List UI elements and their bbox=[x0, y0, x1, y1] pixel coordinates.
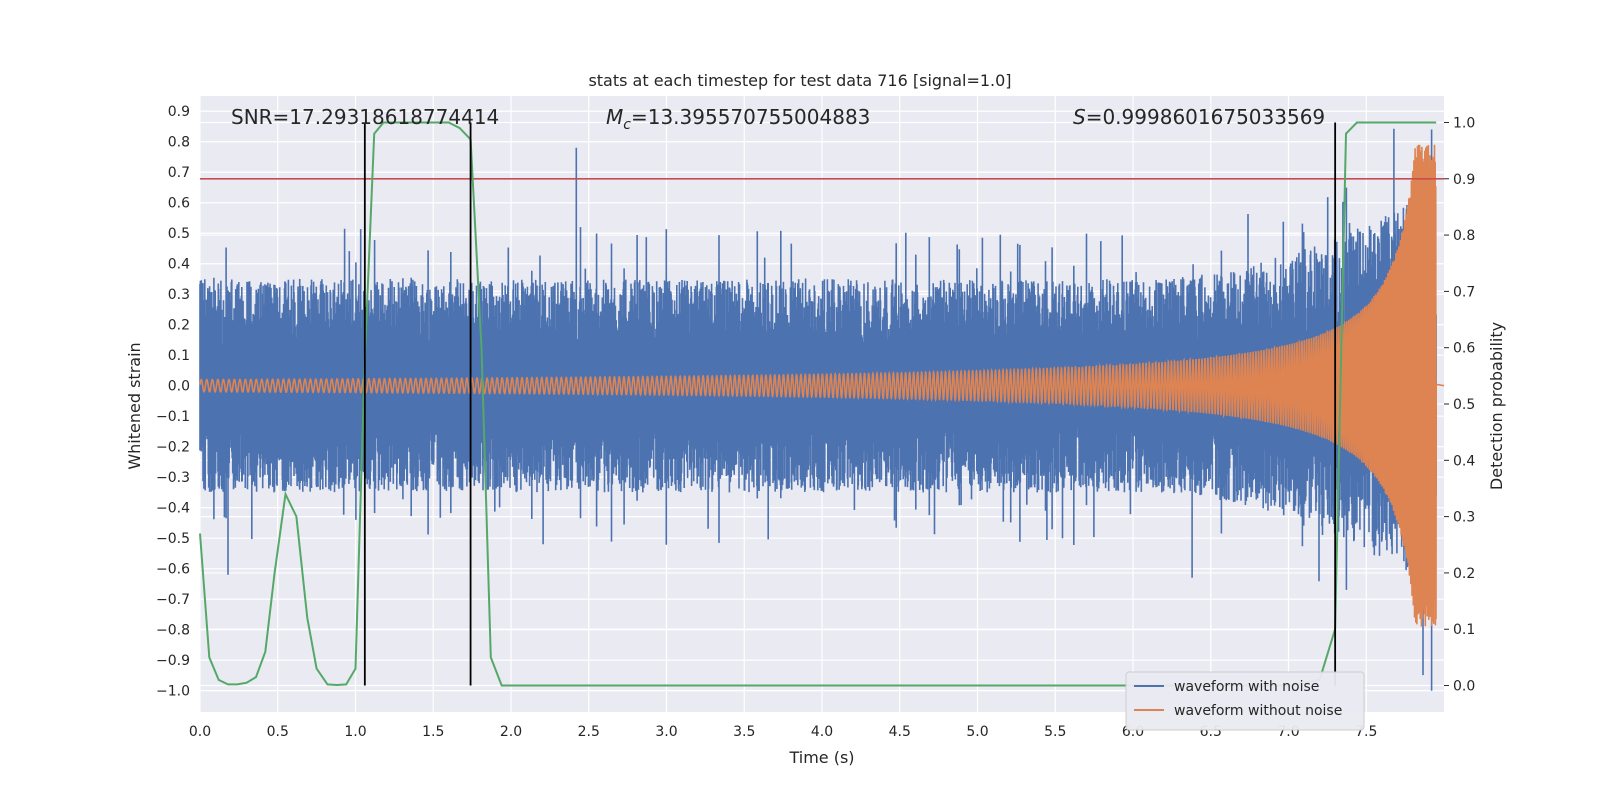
y-tick-label: 0.6 bbox=[168, 196, 190, 212]
x-tick-label: 3.0 bbox=[655, 724, 677, 740]
x-tick-label: 5.5 bbox=[1044, 724, 1066, 740]
y-tick-label: 0.4 bbox=[168, 257, 190, 273]
y-tick-label: −0.8 bbox=[156, 623, 190, 639]
y2-tick-label: 0.6 bbox=[1453, 341, 1475, 357]
x-tick-label: 4.0 bbox=[811, 724, 833, 740]
waveform-without-noise-line bbox=[199, 144, 1445, 627]
chirp-mass-value: =13.395570755004883 bbox=[631, 105, 870, 129]
score-symbol: S bbox=[1073, 105, 1086, 129]
score-value: =0.9998601675033569 bbox=[1086, 105, 1325, 129]
x-tick-label: 3.5 bbox=[733, 724, 755, 740]
x-tick-label: 2.5 bbox=[578, 724, 600, 740]
y-tick-label: 0.0 bbox=[168, 379, 190, 395]
legend-box bbox=[1125, 671, 1365, 731]
y2-tick-label: 0.3 bbox=[1453, 510, 1475, 526]
y-tick-label: −0.5 bbox=[156, 531, 190, 547]
x-axis-ticks: 0.0 0.5 1.0 1.5 2.0 2.5 3.0 3.5 4.0 4.5 5.0 5.5 6.0 6… bbox=[189, 724, 1378, 740]
y-tick-label: 0.2 bbox=[168, 318, 190, 334]
y2-tick-label: 0.5 bbox=[1453, 397, 1475, 413]
y-tick-label: −0.3 bbox=[156, 470, 190, 486]
legend: waveform with noise waveform without noi… bbox=[1125, 671, 1365, 731]
chirp-mass-annotation: Mc=13.395570755004883 bbox=[606, 105, 870, 133]
y2-tick-label: 1.0 bbox=[1453, 115, 1475, 131]
x-tick-label: 2.0 bbox=[500, 724, 522, 740]
series-waveform-without-noise bbox=[199, 144, 1445, 627]
chirp-mass-symbol: M bbox=[606, 105, 623, 129]
y-tick-label: 0.3 bbox=[168, 287, 190, 303]
y-tick-label: 0.7 bbox=[168, 165, 190, 181]
y2-tick-label: 0.4 bbox=[1453, 453, 1475, 469]
legend-label-noise: waveform with noise bbox=[1174, 679, 1319, 695]
x-tick-label: 0.0 bbox=[189, 724, 211, 740]
detection-probability-line bbox=[199, 121, 1437, 687]
y2-tick-label: 0.1 bbox=[1453, 622, 1475, 638]
y-tick-label: −0.2 bbox=[156, 440, 190, 456]
chirp-mass-subscript: c bbox=[623, 117, 631, 133]
y2-axis-label: Detection probability bbox=[1487, 322, 1506, 490]
y-tick-label: −0.9 bbox=[156, 653, 190, 669]
x-tick-label: 5.0 bbox=[966, 724, 988, 740]
y-tick-label: 0.1 bbox=[168, 348, 190, 364]
y-tick-label: −0.1 bbox=[156, 409, 190, 425]
y-axis-ticks: 0.9 0.8 0.7 0.6 0.5 0.4 0.3 0.2 0.1 0.0 −0.1 −0.2 −0… bbox=[156, 104, 190, 699]
y-tick-label: −0.4 bbox=[156, 501, 190, 517]
y-tick-label: −0.7 bbox=[156, 592, 190, 608]
y-tick-label: 0.9 bbox=[168, 104, 190, 120]
score-annotation: S=0.9998601675033569 bbox=[1073, 105, 1325, 129]
x-tick-label: 0.5 bbox=[267, 724, 289, 740]
y2-tick-label: 0.0 bbox=[1453, 679, 1475, 695]
y2-tick-label: 0.9 bbox=[1453, 172, 1475, 188]
y-tick-label: 0.8 bbox=[168, 135, 190, 151]
x-tick-label: 1.5 bbox=[422, 724, 444, 740]
x-tick-label: 4.5 bbox=[889, 724, 911, 740]
event-markers bbox=[363, 122, 1337, 686]
legend-label-clean: waveform without noise bbox=[1174, 703, 1342, 719]
x-tick-label: 1.0 bbox=[344, 724, 366, 740]
x-axis-label: Time (s) bbox=[788, 748, 854, 767]
y-axis-label: Whitened strain bbox=[125, 342, 144, 469]
snr-annotation: SNR=17.29318618774414 bbox=[231, 105, 499, 129]
series-detection-probability bbox=[199, 121, 1437, 687]
y-tick-label: −0.6 bbox=[156, 562, 190, 578]
y-tick-label: 0.5 bbox=[168, 226, 190, 242]
y2-tick-label: 0.2 bbox=[1453, 566, 1475, 582]
y-tick-label: −1.0 bbox=[156, 684, 190, 700]
y2-tick-label: 0.8 bbox=[1453, 228, 1475, 244]
y2-tick-label: 0.7 bbox=[1453, 284, 1475, 300]
y2-axis-ticks: 1.0 0.9 0.8 0.7 0.6 0.5 0.4 0.3 0.2 0.1 0.0 bbox=[1444, 115, 1475, 695]
chart-title: stats at each timestep for test data 716… bbox=[588, 71, 1011, 90]
